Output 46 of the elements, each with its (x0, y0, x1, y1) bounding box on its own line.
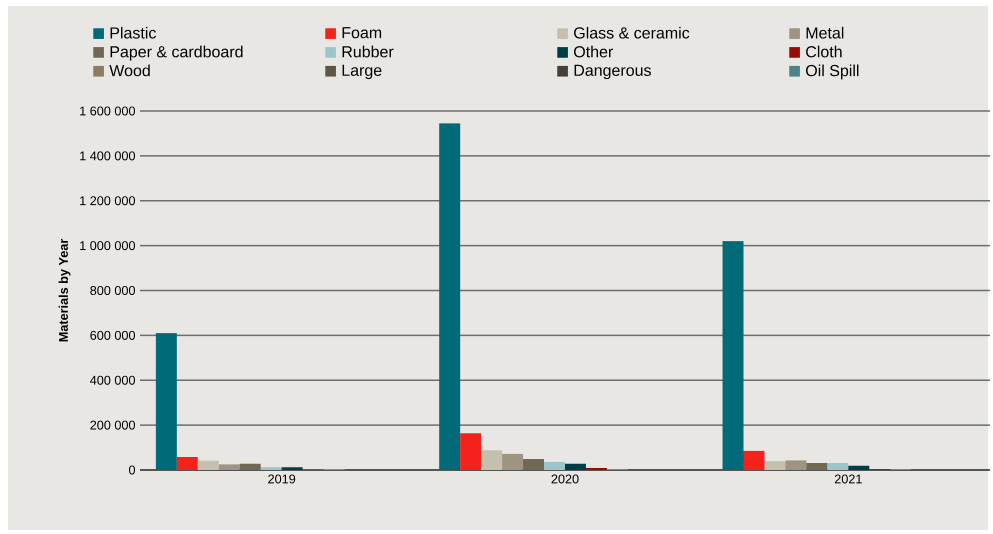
y-tick-label: 0 (128, 466, 136, 474)
bar (565, 464, 586, 470)
legend-label: Glass & ceramic (574, 26, 690, 39)
bar (176, 456, 198, 470)
legend-label: Dangerous (574, 64, 651, 80)
y-tick-label: 1 200 000 (80, 196, 135, 206)
bar (523, 458, 544, 470)
bar (240, 464, 261, 470)
legend-label: Metal (806, 26, 844, 39)
y-tick-label: 1 400 000 (80, 151, 135, 160)
y-tick-label: 1 000 000 (80, 241, 135, 250)
x-tick-label: 2020 (552, 474, 579, 484)
bar (827, 463, 848, 470)
y-tick-label: 800 000 (90, 286, 135, 295)
bar (282, 467, 303, 470)
legend-label: Wood (109, 64, 150, 76)
y-tick-label: 600 000 (90, 330, 135, 340)
x-tick-label: 2021 (834, 474, 862, 484)
bar (848, 466, 870, 470)
bar (744, 450, 764, 470)
legend-label: Oil Spill (806, 64, 858, 80)
bar (156, 333, 177, 470)
bar (764, 461, 786, 470)
bar (806, 463, 828, 470)
bar (502, 454, 524, 470)
legend-label: Paper & cardboard (110, 46, 243, 61)
legend-label: Other (574, 46, 614, 58)
bar (439, 123, 460, 470)
y-axis-title: Materials by Year (58, 238, 70, 342)
x-tick-label: 2019 (268, 474, 296, 484)
bar (460, 433, 482, 470)
legend-label: Rubber (342, 46, 394, 58)
bar (218, 464, 240, 470)
legend-label: Plastic (110, 26, 156, 39)
bar (198, 460, 219, 470)
legend-label: Large (342, 64, 382, 80)
bar (785, 460, 806, 470)
bar (260, 467, 282, 470)
legend-label: Foam (342, 27, 382, 38)
y-tick-label: 400 000 (90, 376, 135, 385)
bar (544, 462, 566, 470)
bar (722, 241, 744, 470)
y-tick-label: 200 000 (90, 420, 135, 430)
bar (481, 450, 502, 470)
legend-label: Cloth (806, 46, 842, 58)
y-tick-label: 1 600 000 (80, 106, 135, 116)
